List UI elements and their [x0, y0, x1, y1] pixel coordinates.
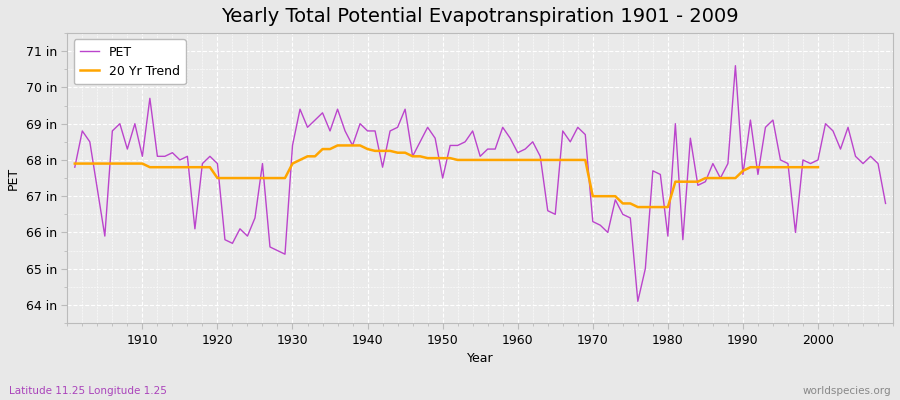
PET	[602, 230, 613, 235]
Legend: PET, 20 Yr Trend: PET, 20 Yr Trend	[74, 39, 185, 84]
20 Yr Trend	[505, 158, 516, 162]
Text: worldspecies.org: worldspecies.org	[803, 386, 891, 396]
PET	[339, 128, 350, 133]
PET	[633, 299, 643, 304]
Line: 20 Yr Trend: 20 Yr Trend	[75, 146, 818, 207]
PET	[130, 121, 140, 126]
PET	[512, 150, 523, 155]
Text: Latitude 11.25 Longitude 1.25: Latitude 11.25 Longitude 1.25	[9, 386, 166, 396]
PET	[505, 136, 516, 140]
20 Yr Trend	[69, 161, 80, 166]
PET	[880, 201, 891, 206]
PET	[730, 63, 741, 68]
20 Yr Trend	[294, 158, 305, 162]
PET	[294, 107, 305, 112]
Title: Yearly Total Potential Evapotranspiration 1901 - 2009: Yearly Total Potential Evapotranspiratio…	[221, 7, 739, 26]
Y-axis label: PET: PET	[7, 166, 20, 190]
20 Yr Trend	[512, 158, 523, 162]
Line: PET: PET	[75, 66, 886, 301]
20 Yr Trend	[130, 161, 140, 166]
X-axis label: Year: Year	[467, 352, 493, 365]
PET	[69, 165, 80, 170]
20 Yr Trend	[339, 143, 350, 148]
20 Yr Trend	[602, 194, 613, 198]
